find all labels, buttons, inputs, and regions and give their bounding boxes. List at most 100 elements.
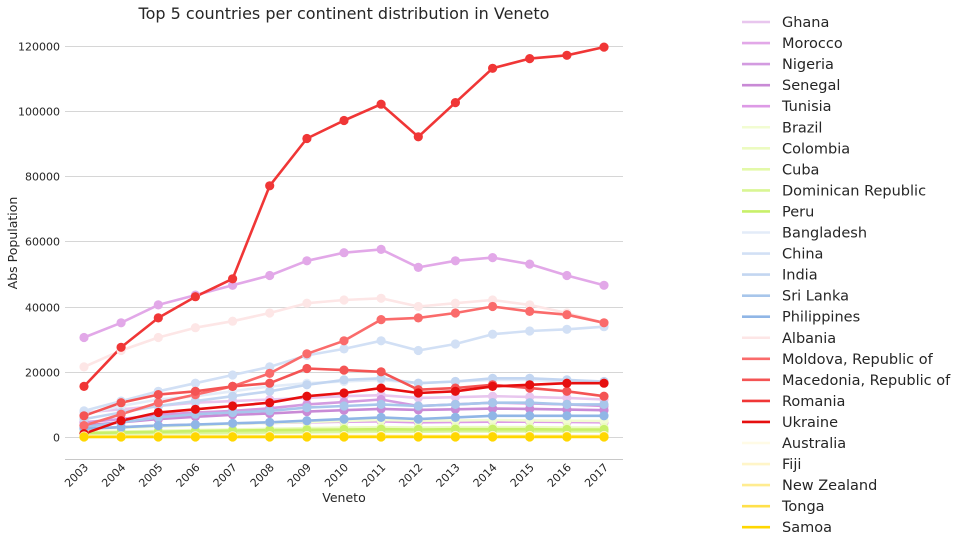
legend-label: China xyxy=(782,247,823,263)
data-point xyxy=(228,381,238,391)
data-point xyxy=(413,301,423,312)
x-tick-labels: 2003 2004 2005 2006 2007 2008 2009 2010 2011 2012… xyxy=(62,461,611,490)
data-point xyxy=(413,132,423,142)
data-point xyxy=(413,378,423,388)
legend-label: Tonga xyxy=(781,499,825,515)
data-point xyxy=(190,323,200,333)
legend-label: Romania xyxy=(782,394,845,410)
data-point xyxy=(450,376,460,387)
data-point xyxy=(450,412,460,422)
series-points xyxy=(79,42,609,442)
data-point xyxy=(413,388,423,398)
data-point xyxy=(525,411,535,421)
data-point xyxy=(116,398,126,408)
data-point xyxy=(562,411,572,421)
data-point xyxy=(599,391,609,401)
data-point xyxy=(599,399,609,409)
data-point xyxy=(190,292,200,302)
data-point xyxy=(228,401,238,411)
data-point xyxy=(265,270,275,281)
legend-label: Senegal xyxy=(782,78,840,94)
x-tick-label: 2007 xyxy=(211,461,240,490)
data-point xyxy=(376,432,386,442)
data-point xyxy=(228,280,238,290)
data-point xyxy=(488,391,498,401)
x-tick-label: 2014 xyxy=(471,461,500,490)
data-point xyxy=(302,363,312,374)
data-point xyxy=(302,380,312,390)
legend: Ghana Morocco Nigeria Senegal Tunisia Brazil C… xyxy=(742,15,951,536)
data-point xyxy=(302,403,312,413)
legend-label: Peru xyxy=(782,204,814,220)
legend-label: Colombia xyxy=(782,141,850,157)
legend-label: Tunisia xyxy=(781,99,832,115)
data-point xyxy=(302,416,312,426)
data-point xyxy=(562,310,572,320)
data-point xyxy=(599,411,609,421)
data-point xyxy=(190,420,200,430)
data-point xyxy=(265,308,275,318)
data-point xyxy=(265,417,275,427)
data-point xyxy=(525,306,535,316)
x-tick-label: 2010 xyxy=(322,461,351,490)
legend-label: Cuba xyxy=(782,162,819,178)
data-point xyxy=(525,380,535,390)
data-point xyxy=(488,63,498,73)
data-point xyxy=(450,256,460,266)
data-point xyxy=(302,256,312,266)
data-point xyxy=(153,432,163,442)
data-point xyxy=(265,181,275,191)
x-tick-label: 2005 xyxy=(136,461,165,490)
data-point xyxy=(376,373,386,383)
data-point xyxy=(79,411,89,421)
data-point xyxy=(376,336,386,346)
data-point xyxy=(562,378,572,388)
data-point xyxy=(302,349,312,359)
legend-label: Samoa xyxy=(782,520,832,536)
data-point xyxy=(153,313,163,323)
data-point xyxy=(116,422,126,432)
data-point xyxy=(190,386,200,396)
legend-label: Ghana xyxy=(782,15,829,31)
data-point xyxy=(190,404,200,414)
data-point xyxy=(265,368,275,378)
data-point xyxy=(302,432,312,442)
legend-label: Brazil xyxy=(782,120,822,136)
y-tick-label: 60000 xyxy=(25,236,60,249)
data-point xyxy=(302,391,312,401)
x-tick-label: 2003 xyxy=(62,461,91,490)
data-point xyxy=(153,390,163,400)
y-tick-label: 20000 xyxy=(25,367,60,380)
data-point xyxy=(562,324,572,334)
data-point xyxy=(228,370,238,380)
data-point xyxy=(153,407,163,418)
data-point xyxy=(190,396,200,406)
data-point xyxy=(599,378,609,388)
data-point xyxy=(79,421,89,431)
data-point xyxy=(599,432,609,442)
legend-label: Morocco xyxy=(782,36,843,52)
x-tick-label: 2004 xyxy=(99,461,128,490)
y-tick-label: 40000 xyxy=(25,302,60,315)
data-point xyxy=(562,399,572,409)
data-point xyxy=(116,416,126,426)
data-point xyxy=(450,98,460,108)
data-point xyxy=(265,432,275,442)
data-point xyxy=(599,318,609,328)
data-point xyxy=(228,407,238,418)
data-point xyxy=(228,391,238,401)
legend-label: Australia xyxy=(782,436,846,452)
data-point xyxy=(79,432,89,442)
y-axis-label: Abs Population xyxy=(5,197,20,290)
data-point xyxy=(488,398,498,408)
data-point xyxy=(525,432,535,442)
data-point xyxy=(153,398,163,408)
data-point xyxy=(376,367,386,377)
data-point xyxy=(525,424,535,434)
data-point xyxy=(228,316,238,326)
data-point xyxy=(413,313,423,323)
data-point xyxy=(525,398,535,408)
data-point xyxy=(413,432,423,442)
data-point xyxy=(525,54,535,64)
